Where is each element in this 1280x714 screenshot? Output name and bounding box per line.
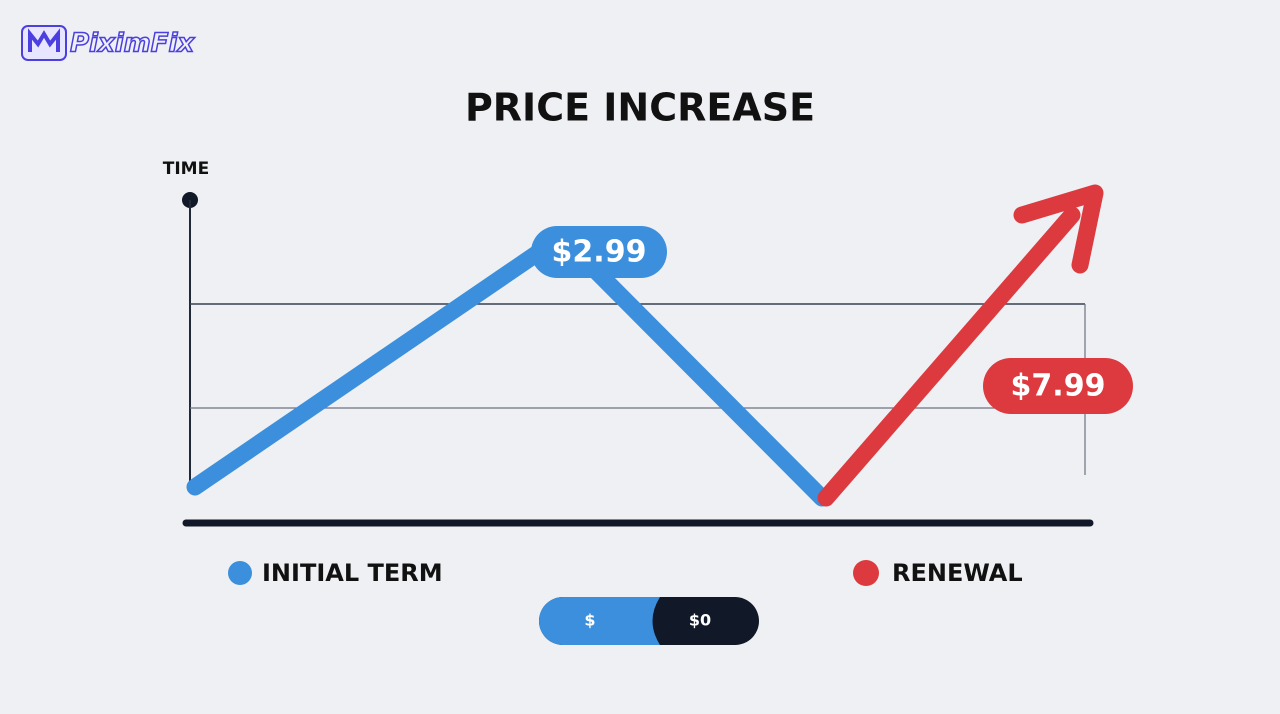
price-pill — [983, 358, 1133, 414]
renewal-arrowhead — [1013, 184, 1104, 274]
legend-label: RENEWAL — [892, 559, 1023, 587]
logo-icon — [21, 25, 67, 61]
renewal-line — [817, 206, 1081, 507]
price-label: $7.99 — [1011, 369, 1106, 404]
legend-label: INITIAL TERM — [262, 559, 443, 587]
logo-text: PiximFix — [70, 29, 195, 59]
legend-swatch — [853, 560, 879, 586]
title: PRICE INCREASE — [465, 86, 815, 130]
toggle-left-label: $ — [584, 611, 595, 630]
logo-mark — [28, 28, 60, 52]
toggle-right-label[interactable]: $0 — [689, 611, 711, 630]
logo: PiximFix — [21, 25, 196, 61]
toggle-left[interactable] — [539, 597, 660, 645]
price-label: $2.99 — [552, 235, 647, 270]
initial-line — [588, 263, 831, 507]
legend-swatch — [228, 561, 252, 585]
initial-line — [186, 239, 554, 496]
axis-label: TIME — [163, 159, 209, 179]
toggle[interactable]: $ $0 — [539, 597, 759, 645]
price-pill — [531, 226, 667, 278]
